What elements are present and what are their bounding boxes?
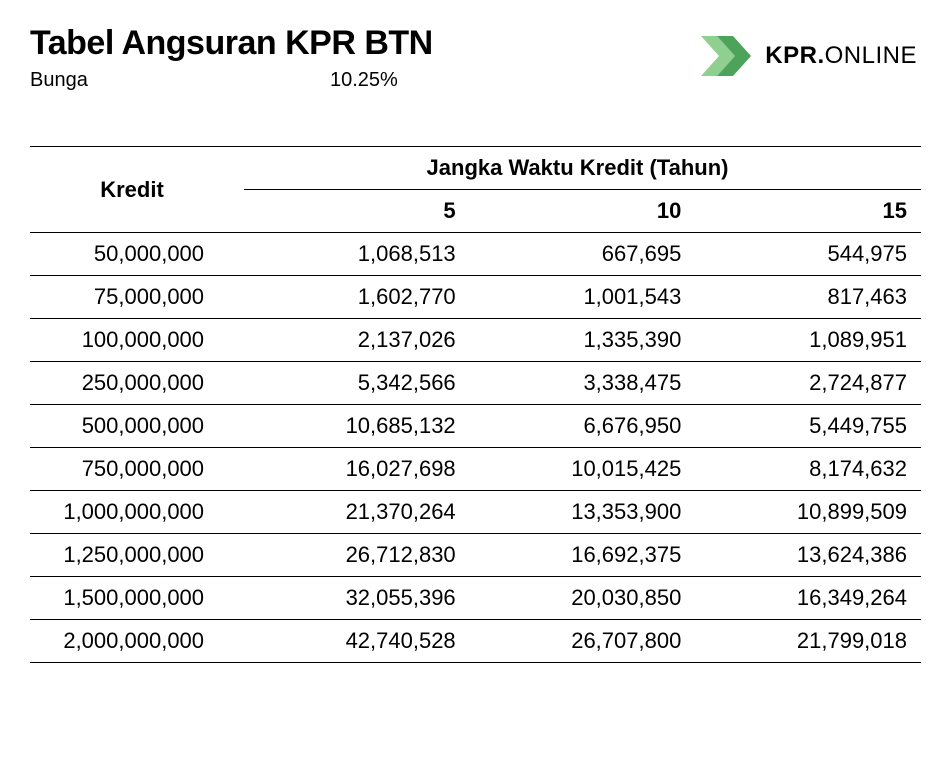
term-header-2: 15 (695, 190, 921, 233)
table-head-row-1: Kredit Jangka Waktu Kredit (Tahun) (30, 147, 921, 190)
interest-label: Bunga (30, 69, 330, 92)
value-cell: 42,740,528 (244, 620, 470, 663)
kredit-cell: 100,000,000 (30, 319, 244, 362)
value-cell: 2,137,026 (244, 319, 470, 362)
chevron-icon (701, 36, 755, 76)
term-header-1: 10 (470, 190, 696, 233)
value-cell: 2,724,877 (695, 362, 921, 405)
brand-logo: KPR.ONLINE (701, 36, 917, 76)
term-header-0: 5 (244, 190, 470, 233)
kredit-cell: 1,250,000,000 (30, 534, 244, 577)
value-cell: 1,602,770 (244, 276, 470, 319)
value-cell: 8,174,632 (695, 448, 921, 491)
interest-value: 10.25% (330, 69, 480, 92)
value-cell: 3,338,475 (470, 362, 696, 405)
table-row: 1,500,000,00032,055,39620,030,85016,349,… (30, 577, 921, 620)
table-row: 2,000,000,00042,740,52826,707,80021,799,… (30, 620, 921, 663)
value-cell: 20,030,850 (470, 577, 696, 620)
table-row: 1,250,000,00026,712,83016,692,37513,624,… (30, 534, 921, 577)
kredit-cell: 250,000,000 (30, 362, 244, 405)
kredit-cell: 1,000,000,000 (30, 491, 244, 534)
brand-text: KPR.ONLINE (765, 42, 917, 70)
value-cell: 10,685,132 (244, 405, 470, 448)
page: Tabel Angsuran KPR BTN Bunga 10.25% KPR.… (0, 0, 951, 767)
value-cell: 1,001,543 (470, 276, 696, 319)
value-cell: 16,027,698 (244, 448, 470, 491)
value-cell: 10,015,425 (470, 448, 696, 491)
header-left: Tabel Angsuran KPR BTN Bunga 10.25% (30, 24, 701, 92)
value-cell: 5,449,755 (695, 405, 921, 448)
value-cell: 667,695 (470, 233, 696, 276)
value-cell: 10,899,509 (695, 491, 921, 534)
value-cell: 26,707,800 (470, 620, 696, 663)
value-cell: 1,068,513 (244, 233, 470, 276)
value-cell: 16,349,264 (695, 577, 921, 620)
kredit-cell: 1,500,000,000 (30, 577, 244, 620)
table-row: 500,000,00010,685,1326,676,9505,449,755 (30, 405, 921, 448)
value-cell: 21,370,264 (244, 491, 470, 534)
table-row: 50,000,0001,068,513667,695544,975 (30, 233, 921, 276)
header: Tabel Angsuran KPR BTN Bunga 10.25% KPR.… (30, 24, 921, 92)
table-row: 750,000,00016,027,69810,015,4258,174,632 (30, 448, 921, 491)
brand-bold: KPR. (765, 42, 824, 69)
interest-row: Bunga 10.25% (30, 69, 701, 92)
term-span-header: Jangka Waktu Kredit (Tahun) (244, 147, 921, 190)
kredit-cell: 750,000,000 (30, 448, 244, 491)
value-cell: 1,335,390 (470, 319, 696, 362)
amortization-table: Kredit Jangka Waktu Kredit (Tahun) 5 10 … (30, 146, 921, 663)
table-row: 100,000,0002,137,0261,335,3901,089,951 (30, 319, 921, 362)
table-body: 50,000,0001,068,513667,695544,97575,000,… (30, 233, 921, 663)
value-cell: 817,463 (695, 276, 921, 319)
kredit-cell: 75,000,000 (30, 276, 244, 319)
value-cell: 26,712,830 (244, 534, 470, 577)
value-cell: 13,624,386 (695, 534, 921, 577)
value-cell: 6,676,950 (470, 405, 696, 448)
value-cell: 32,055,396 (244, 577, 470, 620)
brand-light: ONLINE (825, 42, 917, 69)
table-row: 75,000,0001,602,7701,001,543817,463 (30, 276, 921, 319)
kredit-cell: 2,000,000,000 (30, 620, 244, 663)
kredit-cell: 50,000,000 (30, 233, 244, 276)
value-cell: 1,089,951 (695, 319, 921, 362)
value-cell: 5,342,566 (244, 362, 470, 405)
value-cell: 13,353,900 (470, 491, 696, 534)
value-cell: 544,975 (695, 233, 921, 276)
kredit-header: Kredit (30, 147, 244, 233)
table-head: Kredit Jangka Waktu Kredit (Tahun) 5 10 … (30, 147, 921, 233)
value-cell: 21,799,018 (695, 620, 921, 663)
table-row: 1,000,000,00021,370,26413,353,90010,899,… (30, 491, 921, 534)
kredit-cell: 500,000,000 (30, 405, 244, 448)
table-row: 250,000,0005,342,5663,338,4752,724,877 (30, 362, 921, 405)
value-cell: 16,692,375 (470, 534, 696, 577)
page-title: Tabel Angsuran KPR BTN (30, 24, 701, 63)
